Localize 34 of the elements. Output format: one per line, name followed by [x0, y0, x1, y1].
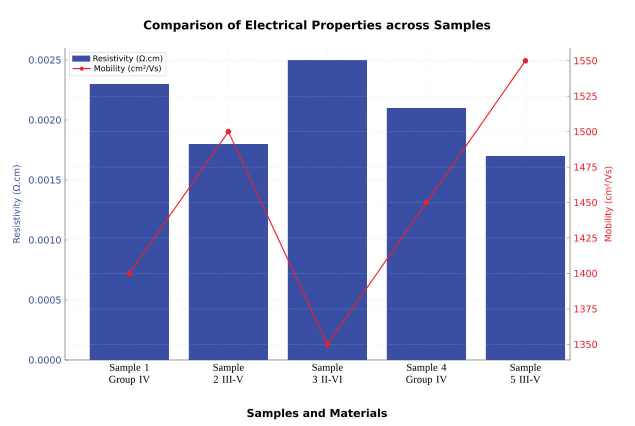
y-tick-label: 0.0025 [28, 56, 61, 64]
y2-tick-label: 1425 [574, 234, 597, 242]
point [424, 200, 430, 206]
bar [188, 144, 268, 360]
bar [90, 84, 169, 360]
x-axis-title: Samples and Materials [247, 408, 387, 420]
x-tick-label: Sample 3 II-VI [312, 364, 343, 383]
x-tick-label: Sample 2 III-V [213, 364, 244, 383]
y2-tick-label: 1350 [574, 340, 597, 348]
y2-tick-label: 1550 [574, 57, 597, 64]
bar [386, 108, 466, 360]
chart-title: Comparison of Electrical Properties across Samples [144, 20, 490, 32]
y2-tick-label: 1450 [574, 198, 597, 206]
y2-axis-title: Mobility (cm²/Vs) [604, 166, 614, 242]
y2-tick-label: 1400 [574, 270, 597, 278]
point [126, 270, 132, 276]
bar [288, 60, 368, 360]
y2-tick-label: 1525 [574, 92, 597, 100]
y2-tick-label: 1375 [574, 305, 597, 313]
x-tick-label: Sample 4 Group IV [406, 364, 447, 385]
x-tick-label: Sample 1 Group IV [109, 364, 150, 385]
y2-tick-label: 1500 [574, 128, 597, 136]
point [324, 342, 330, 348]
y-tick-label: 0.0010 [28, 236, 61, 244]
bar [486, 156, 566, 360]
y-tick-label: 0.0000 [28, 356, 61, 364]
y-tick-label: 0.0020 [28, 116, 61, 124]
point [226, 128, 232, 134]
point [522, 58, 528, 64]
y-tick-label: 0.0005 [28, 296, 61, 304]
y-axis-title: Resistivity (Ω.cm) [12, 165, 22, 243]
y2-tick-label: 1475 [574, 164, 597, 171]
y-tick-label: 0.0015 [28, 176, 61, 184]
x-tick-label: Sample 5 III-V [510, 364, 541, 383]
